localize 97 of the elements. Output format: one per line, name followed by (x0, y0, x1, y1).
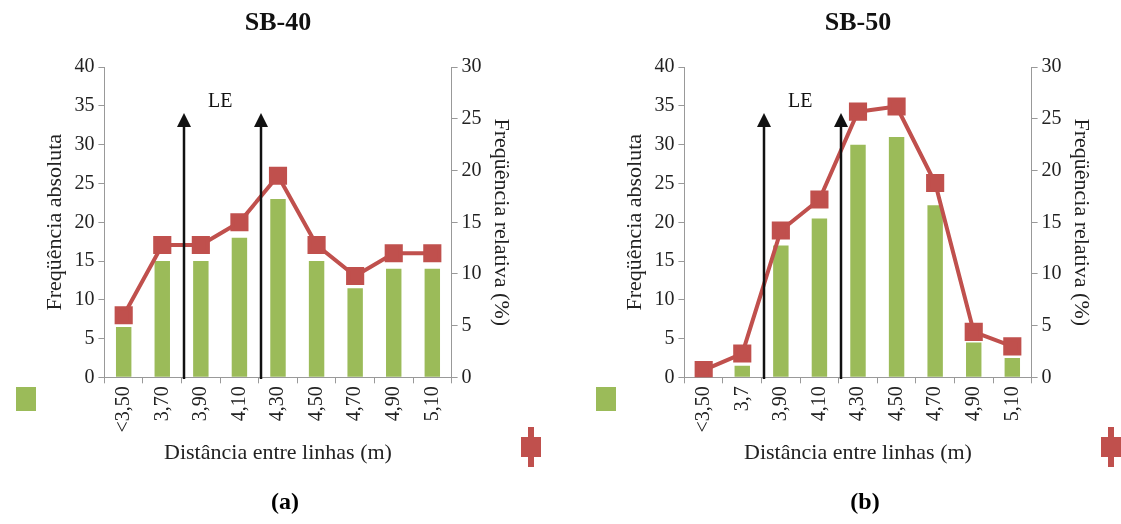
chart-title: SB-40 (244, 7, 312, 37)
y2-tick-label: 10 (1041, 261, 1062, 284)
point (733, 344, 752, 363)
bar (386, 268, 402, 377)
bar (193, 261, 209, 377)
chart-title: SB-50 (824, 7, 892, 37)
point (153, 235, 172, 255)
y-axis-title: Freqüência absoluta (620, 133, 646, 311)
y-tick-label: 20 (74, 209, 95, 232)
annotation: LE (207, 89, 233, 112)
x-tick-label: 3,70 (149, 386, 172, 422)
y-tick-label: 15 (74, 248, 95, 271)
y-tick-label: 25 (654, 170, 675, 193)
bar (850, 144, 866, 377)
x-tick-label: 5,10 (999, 386, 1022, 422)
point (114, 306, 133, 325)
y2-tick-label: 20 (1041, 157, 1062, 180)
bar (231, 237, 248, 377)
y2-tick-label: 15 (1041, 209, 1062, 232)
x-tick-label: 4,50 (303, 386, 326, 422)
x-tick-label: 4,10 (226, 386, 249, 422)
y-tick-label: 0 (664, 364, 675, 387)
point (810, 190, 829, 209)
y-tick-label: 10 (74, 287, 95, 310)
point (926, 173, 945, 193)
text: (a) (270, 488, 300, 515)
y-tick-label: 10 (654, 287, 675, 310)
y2-tick-label: 15 (461, 209, 482, 232)
y2-tick-label: 30 (461, 54, 482, 77)
bar (927, 205, 943, 377)
y2-tick-label: 0 (461, 364, 472, 387)
x-tick-label: 4,90 (960, 386, 983, 422)
y-tick-label: 15 (654, 248, 675, 271)
y2-tick-label: 5 (1041, 312, 1052, 335)
bar (347, 288, 363, 377)
point (771, 221, 790, 240)
x-axis-title: Distância entre linhas (m) (744, 438, 972, 464)
x-tick-label: 4,50 (883, 386, 906, 422)
x-tick-label: 3,90 (768, 386, 791, 422)
x-tick-label: 4,70 (922, 386, 945, 422)
bar (966, 342, 982, 377)
bar (424, 268, 441, 377)
y-tick-label: 20 (654, 209, 675, 232)
y-tick-label: 30 (74, 131, 95, 154)
bar (773, 245, 789, 377)
bar (115, 326, 132, 377)
text: (b) (849, 488, 881, 515)
point (964, 322, 983, 341)
x-tick-label: 4,30 (845, 386, 868, 422)
point (1003, 337, 1022, 356)
y2-tick-label: 10 (461, 261, 482, 284)
bar (270, 199, 286, 377)
bar (1004, 357, 1021, 377)
point (694, 361, 713, 378)
point (230, 213, 249, 232)
y2-tick-label: 0 (1041, 364, 1052, 387)
y-tick-label: 35 (654, 93, 675, 116)
y2-tick-label: 5 (461, 312, 472, 335)
point (346, 266, 365, 286)
x-tick-label: <3,50 (110, 386, 133, 433)
point (848, 102, 868, 121)
y-tick-label: 5 (664, 325, 675, 348)
y-tick-label: 0 (84, 364, 95, 387)
y2-axis-title: Freqüência relativa (%) (1070, 118, 1096, 327)
point (384, 244, 403, 263)
bar (888, 136, 905, 377)
annotation: LE (787, 89, 813, 112)
x-tick-label: 4,10 (806, 386, 829, 422)
y-tick-label: 30 (654, 131, 675, 154)
x-tick-label: 5,10 (419, 386, 442, 422)
point (191, 235, 210, 255)
point (268, 166, 288, 185)
x-tick-label: <3,50 (690, 386, 713, 433)
x-tick-label: 3,90 (188, 386, 211, 422)
y-axis-title: Freqüência absoluta (40, 133, 66, 311)
bar (734, 365, 750, 377)
y-tick-label: 35 (74, 93, 95, 116)
x-tick-label: 3,7 (729, 386, 752, 412)
bar (308, 261, 325, 377)
y2-tick-label: 20 (461, 157, 482, 180)
y2-tick-label: 30 (1041, 54, 1062, 77)
y-tick-label: 5 (84, 325, 95, 348)
y2-tick-label: 25 (1041, 106, 1062, 129)
y-tick-label: 25 (74, 170, 95, 193)
point (423, 244, 442, 263)
x-tick-label: 4,70 (342, 386, 365, 422)
y2-axis-title: Freqüência relativa (%) (490, 118, 516, 327)
x-tick-label: 4,90 (380, 386, 403, 422)
point (887, 97, 906, 116)
bar (811, 218, 828, 377)
y-tick-label: 40 (74, 54, 95, 77)
point (307, 235, 326, 255)
x-tick-label: 4,30 (265, 386, 288, 422)
x-axis-title: Distância entre linhas (m) (164, 438, 392, 464)
y2-tick-label: 25 (461, 106, 482, 129)
y-tick-label: 40 (654, 54, 675, 77)
bar (154, 261, 170, 377)
